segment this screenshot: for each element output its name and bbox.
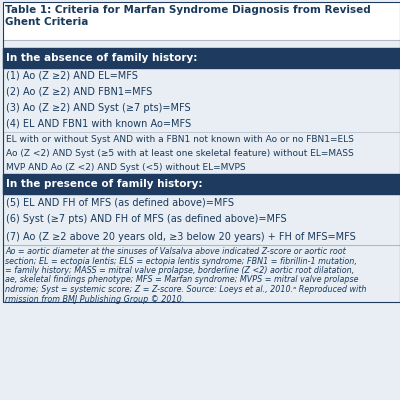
Text: EL with or without Syst AND with a FBN1 not known with Ao or no FBN1=ELS: EL with or without Syst AND with a FBN1 …: [6, 134, 354, 144]
Text: (2) Ao (Z ≥2) AND FBN1=MFS: (2) Ao (Z ≥2) AND FBN1=MFS: [6, 87, 152, 97]
Text: rmission from BMJ Publishing Group © 2010.: rmission from BMJ Publishing Group © 201…: [5, 294, 184, 304]
Text: = family history; MASS = mitral valve prolapse, borderline (Z <2) aortic root di: = family history; MASS = mitral valve pr…: [5, 266, 354, 275]
Text: Table 1: Criteria for Marfan Syndrome Diagnosis from Revised: Table 1: Criteria for Marfan Syndrome Di…: [5, 5, 371, 15]
Text: (3) Ao (Z ≥2) AND Syst (≥7 pts)=MFS: (3) Ao (Z ≥2) AND Syst (≥7 pts)=MFS: [6, 103, 191, 113]
Text: Ao (Z <2) AND Syst (≥5 with at least one skeletal feature) without EL=MASS: Ao (Z <2) AND Syst (≥5 with at least one…: [6, 148, 354, 158]
Bar: [3, 174, 400, 194]
Bar: [3, 2, 400, 40]
Text: (4) EL AND FBN1 with known Ao=MFS: (4) EL AND FBN1 with known Ao=MFS: [6, 119, 191, 129]
Text: ae, skeletal findings phenotype; MFS = Marfan syndrome; MVPS = mitral valve prol: ae, skeletal findings phenotype; MFS = M…: [5, 276, 358, 284]
Text: (6) Syst (≥7 pts) AND FH of MFS (as defined above)=MFS: (6) Syst (≥7 pts) AND FH of MFS (as defi…: [6, 214, 287, 224]
Text: In the presence of family history:: In the presence of family history:: [6, 179, 202, 189]
Text: (7) Ao (Z ≥2 above 20 years old, ≥3 below 20 years) + FH of MFS=MFS: (7) Ao (Z ≥2 above 20 years old, ≥3 belo…: [6, 232, 356, 242]
Text: (1) Ao (Z ≥2) AND EL=MFS: (1) Ao (Z ≥2) AND EL=MFS: [6, 71, 138, 81]
Bar: [3, 2, 400, 302]
Text: MVP AND Ao (Z <2) AND Syst (<5) without EL=MVPS: MVP AND Ao (Z <2) AND Syst (<5) without …: [6, 162, 246, 172]
Text: In the absence of family history:: In the absence of family history:: [6, 53, 197, 63]
Text: Ghent Criteria: Ghent Criteria: [5, 17, 88, 27]
Text: section; EL = ectopia lentis; ELS = ectopia lentis syndrome; FBN1 = fibrillin-1 : section; EL = ectopia lentis; ELS = ecto…: [5, 256, 357, 266]
Text: (5) EL AND FH of MFS (as defined above)=MFS: (5) EL AND FH of MFS (as defined above)=…: [6, 198, 234, 208]
Bar: [3, 48, 400, 68]
Text: ndrome; Syst = systemic score; Z = Z-score. Source: Loeys et al., 2010.ᵃ Reprodu: ndrome; Syst = systemic score; Z = Z-sco…: [5, 285, 366, 294]
Text: Ao = aortic diameter at the sinuses of Valsalva above indicated Z-score or aorti: Ao = aortic diameter at the sinuses of V…: [5, 247, 346, 256]
